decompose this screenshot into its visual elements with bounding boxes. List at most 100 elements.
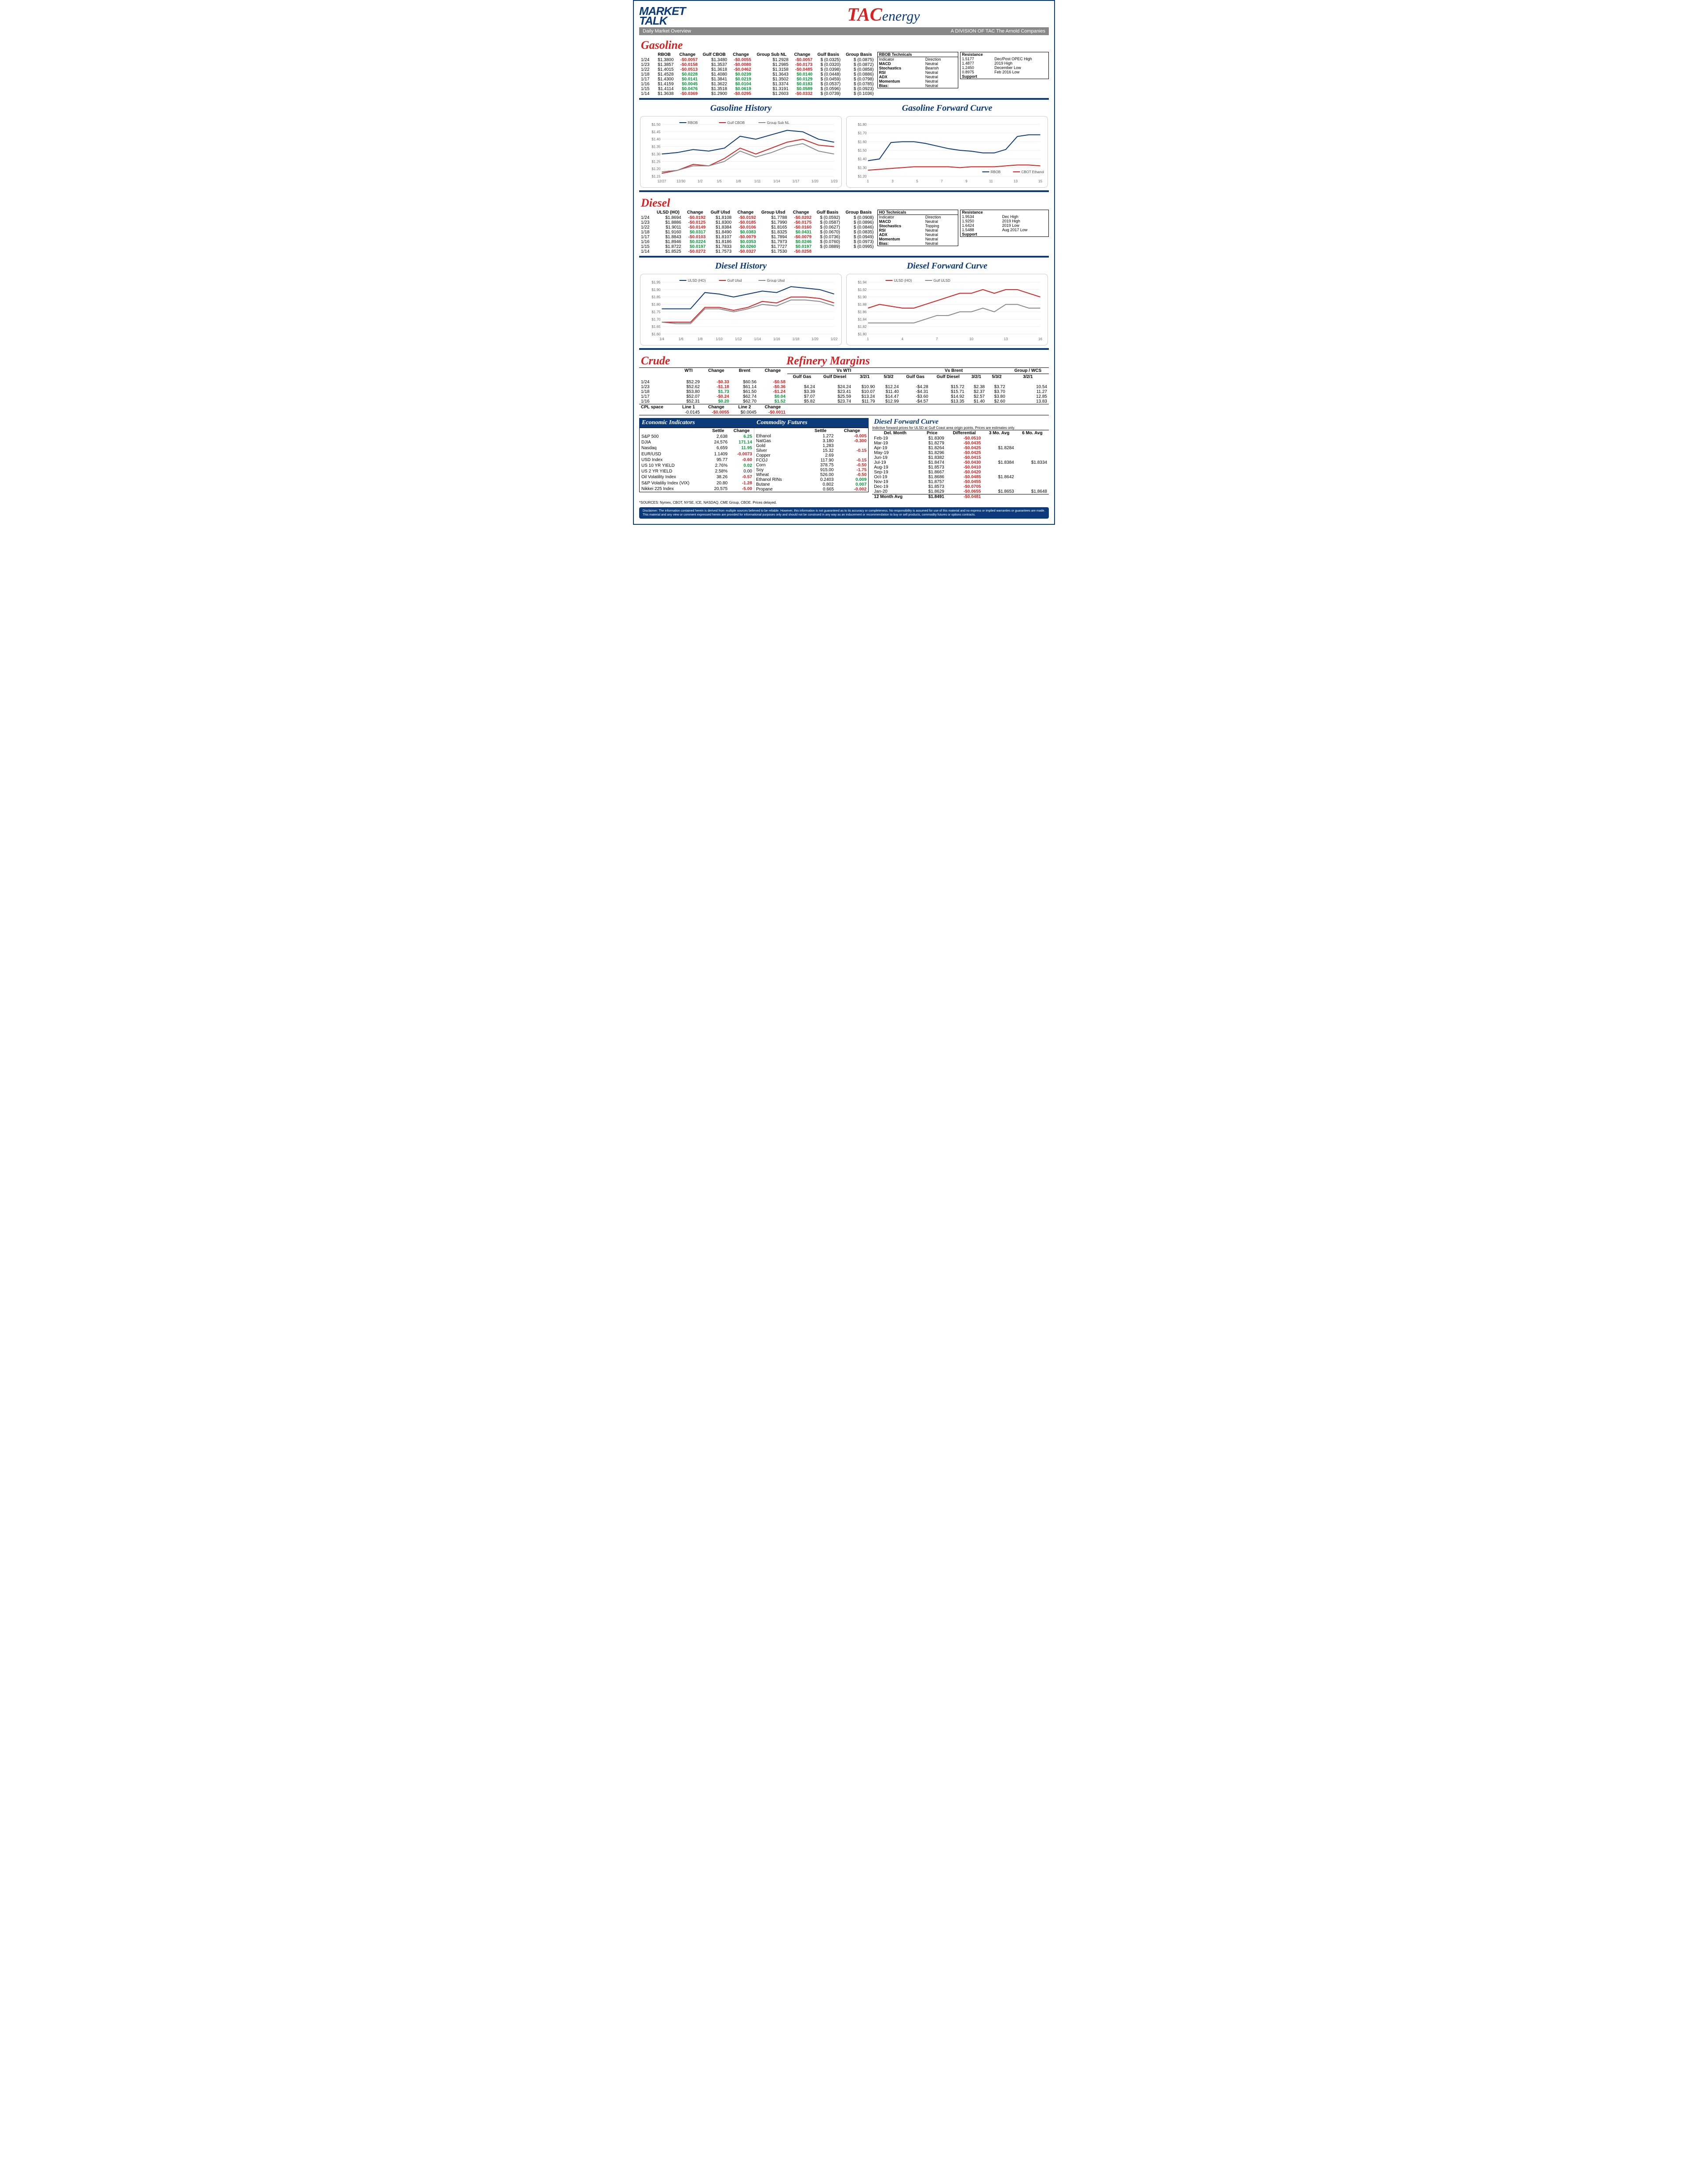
svg-text:$1.75: $1.75 xyxy=(651,310,661,314)
svg-text:ULSD (HO): ULSD (HO) xyxy=(688,279,706,283)
svg-text:$1.92: $1.92 xyxy=(858,288,867,292)
svg-text:$1.20: $1.20 xyxy=(651,167,661,171)
gas-hist-title: Gasoline History xyxy=(639,102,843,115)
svg-text:4: 4 xyxy=(902,337,904,341)
svg-text:RBOB: RBOB xyxy=(688,121,698,125)
svg-text:$1.15: $1.15 xyxy=(651,174,661,178)
svg-text:$1.88: $1.88 xyxy=(858,303,867,307)
subtitle-right: A DIVISION OF TAC The Arnold Companies xyxy=(951,29,1045,34)
dsl-fwd-title: Diesel Forward Curve xyxy=(845,259,1049,273)
sources: *SOURCES: Nymex, CBOT, NYSE, ICE, NASDAQ… xyxy=(639,501,1049,505)
svg-text:$1.80: $1.80 xyxy=(858,123,867,127)
svg-text:$1.50: $1.50 xyxy=(651,123,661,127)
gasoline-title: Gasoline xyxy=(639,38,1049,52)
disclaimer: Disclaimer: The information contained he… xyxy=(639,507,1049,519)
svg-text:$1.90: $1.90 xyxy=(858,295,867,299)
svg-text:Group Sub NL: Group Sub NL xyxy=(767,121,790,125)
svg-text:$1.40: $1.40 xyxy=(858,157,867,161)
svg-text:1/4: 1/4 xyxy=(659,337,665,341)
svg-text:1: 1 xyxy=(867,179,869,183)
gas-history-chart: $1.50$1.45$1.40$1.35$1.30$1.25$1.20$1.15… xyxy=(640,116,842,188)
svg-text:11: 11 xyxy=(989,179,993,183)
svg-text:$1.80: $1.80 xyxy=(858,332,867,336)
comm-table: SettleChange Ethanol1.272-0.005NatGas3.1… xyxy=(754,428,868,492)
energy-label: energy xyxy=(882,8,920,24)
dsl-hist-title: Diesel History xyxy=(639,259,843,273)
svg-text:$1.80: $1.80 xyxy=(651,303,661,307)
svg-text:1/23: 1/23 xyxy=(831,179,838,183)
dsl-history-chart: $1.95$1.90$1.85$1.80$1.75$1.70$1.65$1.60… xyxy=(640,274,842,345)
gasoline-table: RBOBChangeGulf CBOBChangeGroup Sub NLCha… xyxy=(639,52,876,96)
svg-text:1/22: 1/22 xyxy=(831,337,838,341)
svg-text:$1.60: $1.60 xyxy=(858,140,867,144)
svg-text:$1.86: $1.86 xyxy=(858,310,867,314)
svg-text:1: 1 xyxy=(867,337,869,341)
dsl-fwd-chart: $1.94 $1.92 $1.90 $1.88 $1.86 $1.84 $1.82 $1.80… xyxy=(846,274,1048,345)
svg-text:1/20: 1/20 xyxy=(811,179,819,183)
svg-text:7: 7 xyxy=(941,179,943,183)
dfc-table: Del. MonthPriceDifferential3 Mo. Avg6 Mo… xyxy=(872,430,1049,499)
svg-text:$1.70: $1.70 xyxy=(858,131,867,135)
svg-text:1/14: 1/14 xyxy=(754,337,761,341)
svg-text:$1.95: $1.95 xyxy=(651,280,661,284)
svg-text:1/10: 1/10 xyxy=(716,337,723,341)
svg-text:$1.25: $1.25 xyxy=(651,160,661,164)
svg-text:10: 10 xyxy=(969,337,973,341)
gas-fwd-chart: $1.80$1.70$1.60$1.50$1.40$1.30$1.2013579… xyxy=(846,116,1048,188)
svg-text:1/14: 1/14 xyxy=(773,179,780,183)
svg-text:1/16: 1/16 xyxy=(773,337,780,341)
tac-label: TAC xyxy=(847,5,882,25)
gasoline-resistance: Resistance1.5177Dec/Post OPEC High1.4877… xyxy=(960,52,1049,79)
svg-text:$1.30: $1.30 xyxy=(651,152,661,156)
svg-text:5: 5 xyxy=(916,179,918,183)
header: MARKET TALK TACenergy xyxy=(639,4,1049,25)
svg-text:RBOB: RBOB xyxy=(991,170,1001,174)
svg-text:$1.35: $1.35 xyxy=(651,145,661,149)
svg-text:1/20: 1/20 xyxy=(811,337,819,341)
svg-text:$1.40: $1.40 xyxy=(651,138,661,142)
svg-text:$1.50: $1.50 xyxy=(858,149,867,153)
econ-table: SettleChange S&P 5002,6386.25DJIA24,5761… xyxy=(640,428,754,492)
svg-text:9: 9 xyxy=(965,179,968,183)
svg-text:13: 13 xyxy=(1014,179,1018,183)
svg-text:$1.60: $1.60 xyxy=(651,332,661,336)
crude-margins-table: WTIChangeBrentChange Vs WTI Vs Brent Gro… xyxy=(639,368,1049,415)
svg-text:1/8: 1/8 xyxy=(736,179,741,183)
svg-text:$1.85: $1.85 xyxy=(651,295,661,299)
svg-text:3: 3 xyxy=(891,179,894,183)
svg-text:$1.30: $1.30 xyxy=(858,166,867,170)
svg-text:$1.82: $1.82 xyxy=(858,325,867,329)
svg-text:15: 15 xyxy=(1038,179,1042,183)
svg-text:1/17: 1/17 xyxy=(793,179,800,183)
gas-fwd-title: Gasoline Forward Curve xyxy=(845,102,1049,115)
svg-text:ULSD (HO): ULSD (HO) xyxy=(894,279,912,283)
dfc-title: Diesel Forward Curve xyxy=(872,418,1049,426)
svg-text:Gulf Ulsd: Gulf Ulsd xyxy=(728,279,742,283)
svg-text:12/30: 12/30 xyxy=(677,179,686,183)
dfc-note: Indictive forward prices for ULSD at Gul… xyxy=(872,426,1049,430)
svg-text:Group Ulsd: Group Ulsd xyxy=(767,279,785,283)
svg-text:12/27: 12/27 xyxy=(657,179,666,183)
svg-text:7: 7 xyxy=(936,337,938,341)
svg-text:1/11: 1/11 xyxy=(754,179,761,183)
svg-text:CBOT Ethanol: CBOT Ethanol xyxy=(1022,170,1044,174)
subtitle-left: Daily Market Overview xyxy=(643,29,691,34)
subtitle-bar: Daily Market Overview A DIVISION OF TAC … xyxy=(639,27,1049,35)
tac-logo: TACenergy xyxy=(718,4,1049,25)
svg-text:$1.84: $1.84 xyxy=(858,317,867,321)
crude-title: Crude xyxy=(639,353,746,367)
diesel-title: Diesel xyxy=(639,196,1049,210)
svg-text:$1.20: $1.20 xyxy=(858,174,867,178)
svg-text:1/2: 1/2 xyxy=(698,179,703,183)
comm-title: Commodity Futures xyxy=(754,418,869,428)
svg-text:Gulf ULSD: Gulf ULSD xyxy=(934,279,950,283)
svg-text:1/12: 1/12 xyxy=(735,337,742,341)
svg-text:$1.70: $1.70 xyxy=(651,317,661,321)
gasoline-technicals: RBOB Technicals IndicatorDirection MACDN… xyxy=(877,52,959,88)
market-talk-logo: MARKET TALK xyxy=(639,6,718,25)
svg-text:1/18: 1/18 xyxy=(793,337,800,341)
svg-text:13: 13 xyxy=(1004,337,1008,341)
svg-text:1/8: 1/8 xyxy=(698,337,703,341)
svg-text:$1.94: $1.94 xyxy=(858,280,867,284)
svg-text:Gulf CBOB: Gulf CBOB xyxy=(728,121,745,125)
